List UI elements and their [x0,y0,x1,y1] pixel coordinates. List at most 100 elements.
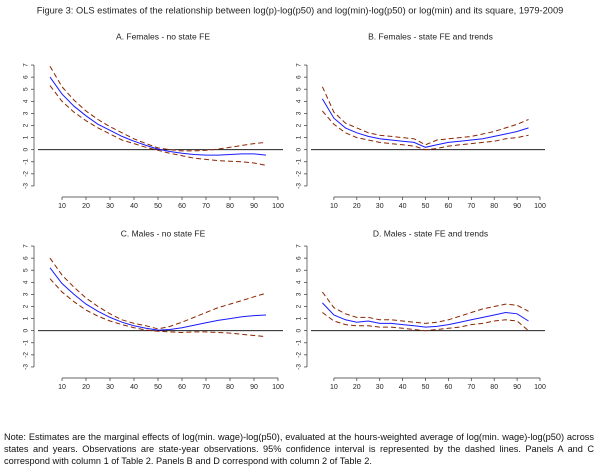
y-tick-label: -3 [23,364,30,370]
y-tick-label: 7 [296,244,303,248]
y-tick-label: 4 [23,280,30,284]
x-tick-label: 90 [513,203,521,210]
series-line [49,257,267,330]
x-tick-label: 100 [534,203,546,210]
x-tick-label: 50 [422,384,430,391]
y-tick-label: 2 [296,123,303,127]
y-tick-label: 6 [23,256,30,260]
series-line [49,76,267,156]
figure-title: Figure 3: OLS estimates of the relations… [37,5,564,15]
y-tick-label: 5 [23,268,30,272]
x-tick-label: 100 [272,203,284,210]
x-tick-label: 30 [376,203,384,210]
x-tick-label: 40 [130,203,138,210]
y-tick-label: -2 [23,171,30,177]
series-line [321,291,529,324]
panel-title: D. Males - state FE and trends [373,228,488,238]
x-tick-label: 40 [130,384,138,391]
x-tick-label: 50 [154,203,162,210]
series-line [322,302,529,328]
y-tick-label: 6 [296,75,303,79]
x-tick-label: 50 [422,203,430,210]
y-tick-label: 0 [296,147,303,151]
x-tick-label: 70 [202,203,210,210]
y-tick-label: -3 [23,183,30,189]
y-tick-label: 5 [296,87,303,91]
series-line [49,278,267,338]
y-tick-label: -1 [23,158,30,164]
series-line [49,66,267,152]
y-tick-label: 7 [23,244,30,248]
x-tick-label: 80 [226,203,234,210]
y-tick-label: 4 [23,99,30,103]
y-tick-label: 2 [23,304,30,308]
y-tick-label: -2 [23,352,30,358]
y-tick-label: -1 [296,158,303,164]
y-tick-label: 2 [296,304,303,308]
x-tick-label: 60 [445,384,453,391]
panel-title: A. Females - no state FE [116,31,210,41]
x-tick-label: 30 [106,384,114,391]
y-tick-label: 4 [296,99,303,103]
x-tick-label: 70 [467,203,475,210]
x-tick-label: 90 [250,203,258,210]
x-tick-label: 100 [534,384,546,391]
x-tick-label: 20 [353,203,361,210]
y-tick-label: -3 [296,364,303,370]
y-tick-label: 4 [296,280,303,284]
x-tick-label: 90 [250,384,258,391]
x-tick-label: 90 [513,384,521,391]
x-tick-label: 100 [272,384,284,391]
y-tick-label: -2 [296,352,303,358]
x-tick-label: 40 [399,203,407,210]
y-tick-label: 3 [23,111,30,115]
y-tick-label: 0 [23,328,30,332]
x-tick-label: 60 [178,384,186,391]
x-tick-label: 30 [376,384,384,391]
series-line [321,86,529,146]
y-tick-label: 1 [23,316,30,320]
x-tick-label: 10 [58,384,66,391]
figure-note: Note: Estimates are the marginal effects… [4,432,594,466]
y-tick-label: 7 [296,63,303,67]
series-line [322,110,529,151]
y-tick-label: 7 [23,63,30,67]
y-tick-label: -2 [296,171,303,177]
y-tick-label: 1 [23,135,30,139]
y-tick-label: 3 [296,292,303,296]
x-tick-label: 20 [82,203,90,210]
x-tick-label: 40 [399,384,407,391]
y-tick-label: 6 [296,256,303,260]
y-tick-label: 6 [23,75,30,79]
x-tick-label: 60 [445,203,453,210]
x-tick-label: 60 [178,203,186,210]
series-line [49,267,267,331]
panel-title: B. Females - state FE and trends [368,31,493,41]
series-line [49,85,267,166]
x-tick-label: 10 [330,203,338,210]
y-tick-label: 2 [23,123,30,127]
x-tick-label: 80 [226,384,234,391]
y-tick-label: 3 [296,111,303,115]
y-tick-label: 5 [23,87,30,91]
y-tick-label: 1 [296,316,303,320]
series-line [322,312,529,332]
x-tick-label: 70 [202,384,210,391]
y-tick-label: -1 [296,339,303,345]
y-tick-label: 1 [296,135,303,139]
x-tick-label: 80 [490,384,498,391]
x-tick-label: 10 [330,384,338,391]
y-tick-label: 5 [296,268,303,272]
x-tick-label: 70 [467,384,475,391]
panel-title: C. Males - no state FE [121,228,206,238]
y-tick-label: -3 [296,183,303,189]
y-tick-label: -1 [23,339,30,345]
x-tick-label: 10 [58,203,66,210]
chart-area: Figure 3: OLS estimates of the relations… [23,5,564,391]
x-tick-label: 20 [353,384,361,391]
x-tick-label: 20 [82,384,90,391]
x-tick-label: 30 [106,203,114,210]
x-tick-label: 50 [154,384,162,391]
y-tick-label: 0 [296,328,303,332]
